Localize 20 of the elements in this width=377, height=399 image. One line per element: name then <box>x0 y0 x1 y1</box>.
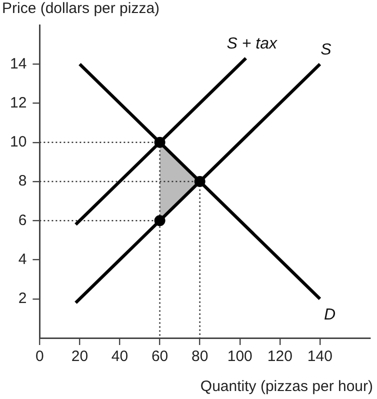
y-tick-label: 12 <box>10 94 27 112</box>
x-tick-label: 60 <box>151 348 168 366</box>
x-axis-title: Quantity (pizzas per hour) <box>200 378 373 395</box>
series-label: S + tax <box>226 36 278 53</box>
y-axis-title: Price (dollars per pizza) <box>2 0 160 17</box>
x-tick-label: 100 <box>227 348 252 366</box>
x-tick-label: 80 <box>191 348 208 366</box>
x-tick-label: 120 <box>267 348 292 366</box>
y-tick-label: 6 <box>18 212 27 229</box>
x-tick-label: 40 <box>111 348 128 366</box>
y-tick-label: 10 <box>10 134 27 151</box>
y-tick-label: 8 <box>18 172 27 190</box>
series-label: D <box>324 306 336 324</box>
x-tick-label: 140 <box>307 348 332 366</box>
y-tick-label: 2 <box>18 290 27 308</box>
y-tick-label: 14 <box>10 55 27 72</box>
y-tick-label: 4 <box>18 250 27 268</box>
series-label: S <box>320 42 332 59</box>
x-tick-label: 0 <box>36 348 44 366</box>
x-tick-label: 20 <box>71 348 88 366</box>
